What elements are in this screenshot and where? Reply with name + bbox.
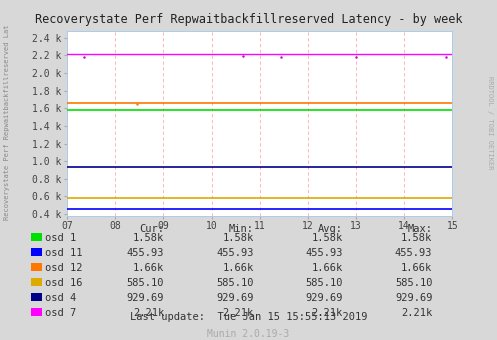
Text: 1.66k: 1.66k bbox=[222, 263, 253, 273]
Text: osd 12: osd 12 bbox=[45, 263, 82, 273]
Text: osd 7: osd 7 bbox=[45, 308, 76, 318]
Text: 455.93: 455.93 bbox=[395, 248, 432, 258]
Text: 455.93: 455.93 bbox=[216, 248, 253, 258]
Text: 2.21k: 2.21k bbox=[222, 308, 253, 318]
Text: 2.21k: 2.21k bbox=[401, 308, 432, 318]
Text: 1.66k: 1.66k bbox=[401, 263, 432, 273]
Text: osd 1: osd 1 bbox=[45, 233, 76, 243]
Text: Munin 2.0.19-3: Munin 2.0.19-3 bbox=[207, 329, 290, 339]
Text: osd 16: osd 16 bbox=[45, 278, 82, 288]
Text: 1.58k: 1.58k bbox=[401, 233, 432, 243]
Text: Recoverystate Perf Repwaitbackfillreserved Lat: Recoverystate Perf Repwaitbackfillreserv… bbox=[4, 24, 10, 220]
Text: 455.93: 455.93 bbox=[127, 248, 164, 258]
Text: 1.66k: 1.66k bbox=[133, 263, 164, 273]
Text: Max:: Max: bbox=[408, 224, 432, 234]
Text: Min:: Min: bbox=[229, 224, 253, 234]
Text: osd 11: osd 11 bbox=[45, 248, 82, 258]
Text: 585.10: 585.10 bbox=[395, 278, 432, 288]
Text: Last update:  Tue Jan 15 15:55:13 2019: Last update: Tue Jan 15 15:55:13 2019 bbox=[130, 312, 367, 322]
Text: 455.93: 455.93 bbox=[306, 248, 343, 258]
Text: 2.21k: 2.21k bbox=[133, 308, 164, 318]
Text: Cur:: Cur: bbox=[139, 224, 164, 234]
Text: 1.58k: 1.58k bbox=[312, 233, 343, 243]
Text: 1.58k: 1.58k bbox=[222, 233, 253, 243]
Text: 929.69: 929.69 bbox=[127, 293, 164, 303]
Text: 2.21k: 2.21k bbox=[312, 308, 343, 318]
Text: 929.69: 929.69 bbox=[216, 293, 253, 303]
Text: 1.58k: 1.58k bbox=[133, 233, 164, 243]
Text: 585.10: 585.10 bbox=[127, 278, 164, 288]
Text: RRDTOOL / TOBI OETIKER: RRDTOOL / TOBI OETIKER bbox=[487, 75, 493, 169]
Text: 1.66k: 1.66k bbox=[312, 263, 343, 273]
Text: osd 4: osd 4 bbox=[45, 293, 76, 303]
Text: Recoverystate Perf Repwaitbackfillreserved Latency - by week: Recoverystate Perf Repwaitbackfillreserv… bbox=[35, 13, 462, 26]
Text: 585.10: 585.10 bbox=[216, 278, 253, 288]
Text: 929.69: 929.69 bbox=[395, 293, 432, 303]
Text: Avg:: Avg: bbox=[318, 224, 343, 234]
Text: 585.10: 585.10 bbox=[306, 278, 343, 288]
Text: 929.69: 929.69 bbox=[306, 293, 343, 303]
